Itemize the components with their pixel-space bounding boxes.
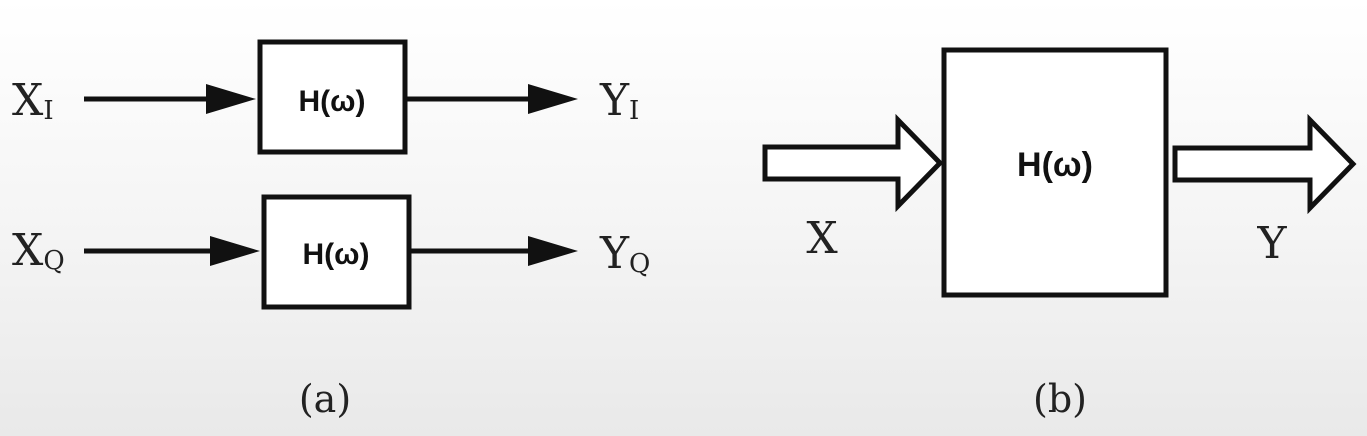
filter-block-b xyxy=(941,47,1169,298)
output-arrowhead xyxy=(528,236,578,266)
output-hollow-arrow xyxy=(1172,113,1357,215)
filter-label-q: H(ω) xyxy=(303,238,370,271)
input-arrowhead xyxy=(206,84,256,114)
caption-a: (a) xyxy=(299,377,351,421)
input-hollow-arrow xyxy=(762,113,944,213)
caption-b: (b) xyxy=(1033,377,1087,421)
output-label-yi: YI xyxy=(599,75,639,126)
i-channel-row: XI H(ω) YI xyxy=(12,39,639,155)
output-label-y: Y xyxy=(1256,218,1287,269)
filter-block-q xyxy=(261,194,412,310)
diagram-b: X H(ω) Y (b) xyxy=(762,47,1357,421)
output-arrowhead xyxy=(528,84,578,114)
input-label-x: X xyxy=(806,213,838,264)
filter-label-b: H(ω) xyxy=(1017,146,1093,184)
input-arrowhead xyxy=(210,236,260,266)
input-label-xq: XQ xyxy=(12,225,65,276)
output-label-yq: YQ xyxy=(599,228,650,279)
filter-label-i: H(ω) xyxy=(299,85,366,118)
q-channel-row: XQ H(ω) YQ xyxy=(12,194,650,310)
input-label-xi: XI xyxy=(12,75,54,126)
diagram-a: XI H(ω) YI XQ H(ω) YQ xyxy=(12,39,650,421)
